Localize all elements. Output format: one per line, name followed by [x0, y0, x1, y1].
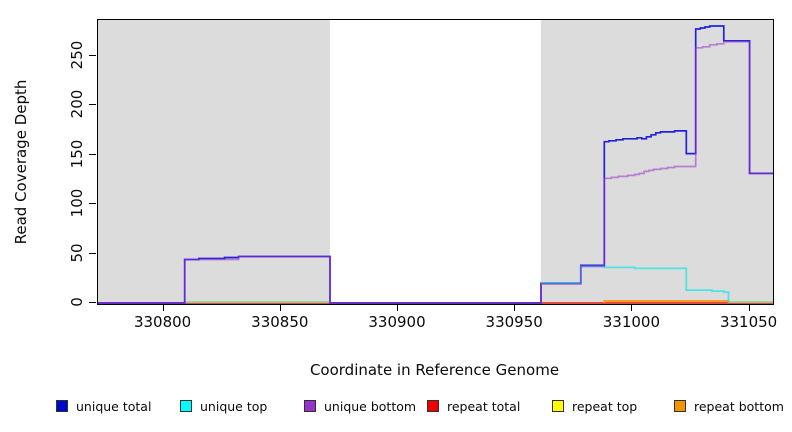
legend-item-unique-bottom: unique bottom [304, 397, 416, 415]
legend: unique total unique top unique bottom repea… [0, 397, 792, 417]
x-tick [397, 304, 398, 311]
y-tick-label: 0 [68, 297, 86, 307]
legend-label: repeat total [447, 398, 521, 414]
y-tick-label: 50 [68, 242, 86, 263]
plot-panel [97, 19, 774, 305]
x-tick [279, 304, 281, 311]
y-tick [89, 252, 96, 254]
unique-total-line [98, 25, 773, 304]
y-tick-label: 200 [68, 89, 86, 119]
x-tick-label: 330850 [251, 313, 309, 331]
unshaded-region [330, 20, 541, 304]
y-tick [89, 54, 96, 56]
legend-label: repeat bottom [694, 398, 784, 414]
unique-top-swatch-icon [180, 400, 192, 412]
unique-bottom-swatch-icon [304, 400, 316, 412]
legend-label: unique top [200, 398, 268, 414]
repeat-total-swatch-icon [427, 400, 439, 412]
x-tick-label: 331050 [719, 313, 778, 331]
x-axis-title: Coordinate in Reference Genome [309, 361, 560, 379]
x-tick-label: 330900 [368, 313, 426, 331]
unique-total-swatch-icon [56, 400, 68, 412]
y-tick [89, 153, 96, 155]
x-tick [514, 304, 516, 311]
y-tick [89, 203, 96, 205]
repeat-top-swatch-icon [552, 400, 564, 412]
unique-bottom-line [98, 40, 773, 304]
y-tick-label: 100 [68, 188, 86, 218]
legend-item-repeat-top: repeat top [552, 397, 637, 415]
x-tick [162, 304, 164, 311]
legend-item-repeat-total: repeat total [427, 397, 520, 415]
x-tick-label: 331000 [602, 313, 661, 331]
y-tick [89, 302, 96, 303]
x-tick-label: 330800 [133, 313, 192, 331]
legend-label: unique total [76, 398, 152, 414]
x-tick [748, 304, 750, 311]
x-tick [631, 304, 633, 311]
legend-item-repeat-bottom: repeat bottom [674, 397, 784, 415]
legend-item-unique-top: unique top [180, 397, 267, 415]
legend-label: repeat top [572, 398, 638, 414]
legend-label: unique bottom [324, 398, 417, 414]
y-axis-title: Read Coverage Depth [12, 79, 30, 245]
y-tick-label: 150 [68, 139, 86, 168]
series-canvas [98, 25, 773, 304]
x-tick-label: 330950 [485, 313, 543, 331]
legend-item-unique-total: unique total [56, 397, 151, 415]
y-tick [89, 104, 96, 106]
y-tick-label: 250 [68, 40, 86, 70]
repeat-bottom-swatch-icon [674, 400, 686, 412]
